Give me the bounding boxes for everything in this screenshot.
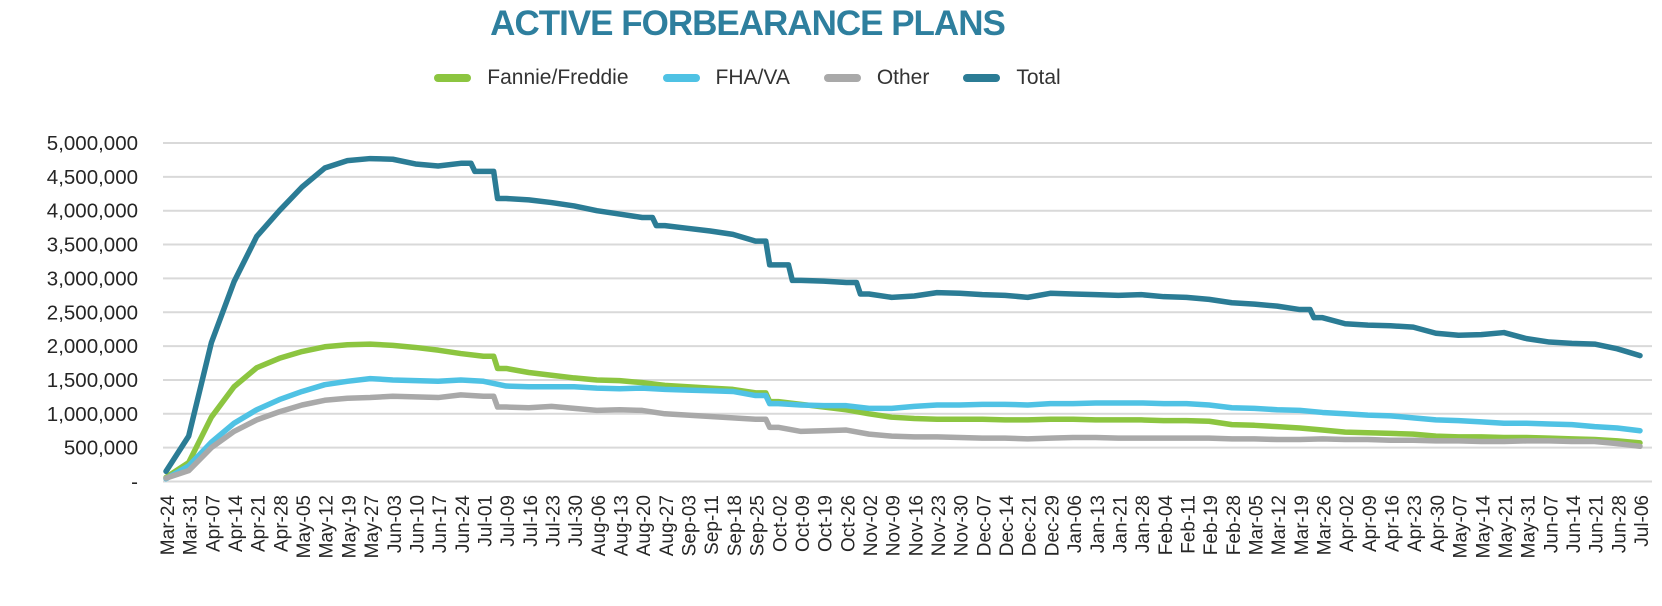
- y-axis-tick-label: 1,000,000: [47, 403, 138, 426]
- x-axis-tick-label: Mar-24: [158, 495, 179, 556]
- x-axis-tick-label: Feb-04: [1156, 495, 1177, 556]
- x-axis-tick-label: Jun-03: [385, 495, 406, 553]
- chart-legend: Fannie/Freddie FHA/VA Other Total: [0, 66, 1495, 90]
- y-axis-tick-label: 500,000: [64, 437, 138, 460]
- legend-item-total: Total: [963, 66, 1061, 90]
- y-axis-tick-label: 4,500,000: [47, 166, 138, 189]
- series-line-other: [163, 392, 1643, 481]
- x-axis-tick-label: May-21: [1496, 495, 1517, 558]
- x-axis-tick-label: Jun-17: [430, 495, 451, 553]
- series-line-total: [163, 155, 1643, 475]
- y-axis-tick-label: -: [131, 471, 138, 494]
- x-axis-tick-label: May-19: [339, 495, 360, 558]
- x-axis-tick-label: May-31: [1519, 495, 1540, 558]
- legend-label: FHA/VA: [715, 66, 790, 89]
- x-axis-tick-label: Aug-20: [634, 495, 655, 556]
- y-axis-tick-label: 1,500,000: [47, 369, 138, 392]
- x-axis-tick-label: Feb-11: [1178, 495, 1199, 554]
- x-axis-tick-label: Jun-10: [407, 495, 428, 553]
- x-axis-tick-label: Jun-14: [1564, 495, 1585, 554]
- y-axis-tick-label: 4,000,000: [47, 200, 138, 223]
- x-axis-tick-label: Jul-06: [1632, 495, 1653, 547]
- x-axis-tick-label: Apr-14: [226, 495, 247, 552]
- x-axis-tick-label: Jun-24: [453, 495, 474, 554]
- x-axis-tick-label: Nov-09: [884, 495, 905, 556]
- legend-label: Total: [1016, 66, 1061, 89]
- x-axis-tick-label: Dec-14: [997, 495, 1018, 557]
- x-axis-tick-label: Apr-02: [1337, 495, 1358, 552]
- x-axis-tick-label: Apr-28: [271, 495, 292, 552]
- x-axis-tick-label: Jul-23: [544, 495, 565, 547]
- x-axis-tick-label: Apr-21: [249, 495, 270, 552]
- x-axis-tick-label: Dec-29: [1042, 495, 1063, 556]
- x-axis-tick-label: Jun-21: [1587, 495, 1608, 553]
- x-axis-tick-label: Jul-16: [521, 495, 542, 547]
- y-axis-tick-label: 2,500,000: [47, 301, 138, 324]
- y-axis-tick-label: 3,500,000: [47, 234, 138, 257]
- x-axis-tick-label: Jul-01: [475, 495, 496, 547]
- x-axis-tick-label: Mar-19: [1292, 495, 1313, 555]
- x-axis-tick-label: Apr-07: [203, 495, 224, 552]
- chart-title: ACTIVE FORBEARANCE PLANS: [490, 4, 1006, 43]
- x-axis-tick-label: Jun-07: [1541, 495, 1562, 553]
- x-axis-tick-label: Oct-26: [838, 495, 859, 552]
- x-axis-tick-label: Mar-31: [181, 495, 202, 555]
- x-axis-tick-label: Jul-09: [498, 495, 519, 547]
- x-axis-tick-label: Sep-25: [748, 495, 769, 556]
- legend-item-fha-va: FHA/VA: [662, 66, 790, 90]
- x-axis-tick-label: Oct-02: [770, 495, 791, 552]
- x-axis-tick-label: Dec-07: [974, 495, 995, 556]
- x-axis-tick-label: Nov-02: [861, 495, 882, 556]
- x-axis-tick-label: Jan-06: [1065, 495, 1086, 553]
- x-axis-tick-label: Jan-13: [1088, 495, 1109, 553]
- x-axis-tick-label: Aug-27: [657, 495, 678, 556]
- series-line-fha-va: [163, 375, 1643, 482]
- y-axis-tick-label: 5,000,000: [47, 132, 138, 155]
- legend-swatch-icon: [434, 74, 472, 82]
- x-axis-tick-label: May-14: [1473, 495, 1494, 559]
- legend-label: Other: [876, 66, 930, 89]
- x-axis-tick-label: Dec-21: [1020, 495, 1041, 556]
- x-axis-tick-label: Aug-13: [612, 495, 633, 556]
- x-axis-tick-label: Jan-21: [1110, 495, 1131, 553]
- legend-label: Fannie/Freddie: [487, 66, 629, 89]
- x-axis-tick-label: Apr-30: [1428, 495, 1449, 552]
- x-axis-tick-label: Nov-30: [952, 495, 973, 556]
- x-axis-tick-label: Jan-28: [1133, 495, 1154, 553]
- y-axis-tick-label: 3,000,000: [47, 267, 138, 290]
- legend-swatch-icon: [823, 74, 861, 82]
- legend-swatch-icon: [963, 74, 1001, 82]
- x-axis-tick-label: Apr-23: [1405, 495, 1426, 552]
- x-axis-tick-label: Mar-05: [1246, 495, 1267, 555]
- x-axis-tick-label: Nov-16: [906, 495, 927, 556]
- y-axis-tick-label: 2,000,000: [47, 335, 138, 358]
- x-axis-tick-label: Nov-23: [929, 495, 950, 556]
- x-axis-tick-label: Mar-12: [1269, 495, 1290, 555]
- x-axis-tick-label: Jun-28: [1609, 495, 1630, 553]
- legend-item-fannie-freddie: Fannie/Freddie: [434, 66, 629, 90]
- x-axis-tick-label: May-12: [317, 495, 338, 558]
- legend-item-other: Other: [823, 66, 930, 90]
- series-line-fannie-freddie: [163, 341, 1643, 481]
- x-axis-tick-label: Sep-11: [702, 495, 723, 555]
- x-axis-tick-label: Apr-16: [1383, 495, 1404, 552]
- x-axis-tick-label: Sep-18: [725, 495, 746, 556]
- x-axis-tick-label: May-05: [294, 495, 315, 558]
- x-axis-tick-label: Aug-06: [589, 495, 610, 556]
- x-axis-tick-label: May-27: [362, 495, 383, 558]
- x-axis-tick-label: Oct-09: [793, 495, 814, 552]
- x-axis-tick-label: Oct-19: [816, 495, 837, 552]
- x-axis-tick-label: May-07: [1451, 495, 1472, 558]
- x-axis-tick-label: Apr-09: [1360, 495, 1381, 552]
- x-axis-tick-label: Feb-19: [1201, 495, 1222, 555]
- legend-swatch-icon: [662, 74, 700, 82]
- x-axis-tick-label: Sep-03: [680, 495, 701, 556]
- x-axis-tick-label: Mar-26: [1315, 495, 1336, 555]
- x-axis-tick-label: Feb-28: [1224, 495, 1245, 555]
- x-axis-tick-label: Jul-30: [566, 495, 587, 547]
